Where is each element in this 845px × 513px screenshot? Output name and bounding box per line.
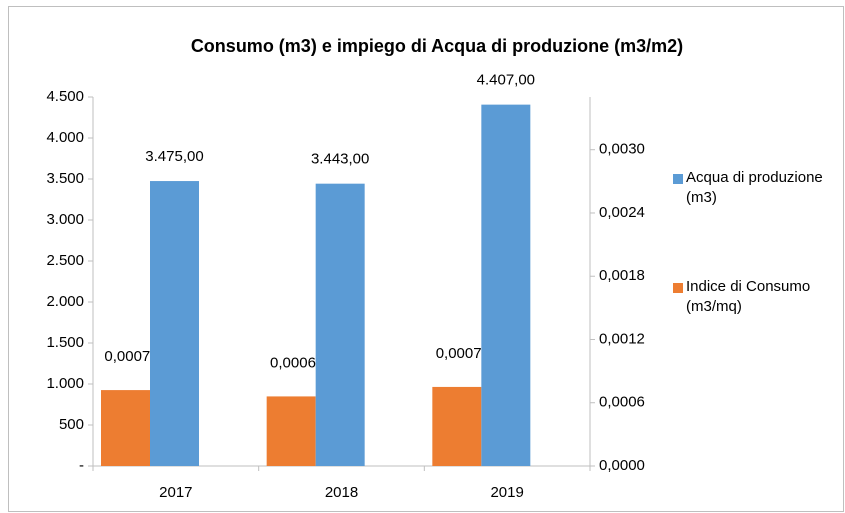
bar <box>150 181 199 467</box>
y2-tick-label: 0,0030 <box>599 141 645 158</box>
chart-title: Consumo (m3) e impiego di Acqua di produ… <box>191 36 683 56</box>
data-label: 3.475,00 <box>145 148 203 165</box>
y-tick-label: 2.500 <box>46 252 84 269</box>
bar <box>432 386 482 466</box>
y-tick-label: 3.000 <box>46 211 84 228</box>
y-tick-label: 2.000 <box>46 293 84 310</box>
y-tick-label: - <box>79 457 84 474</box>
bar <box>315 183 365 466</box>
bar <box>481 104 531 466</box>
data-label: 4.407,00 <box>477 72 535 89</box>
x-tick-label: 2017 <box>159 484 192 501</box>
legend-label: Acqua di produzione (m3) <box>686 169 823 206</box>
legend-swatch <box>673 283 683 293</box>
y-tick-label: 1.500 <box>46 334 84 351</box>
data-label: 0,00072 <box>104 348 158 365</box>
y2-tick-label: 0,0018 <box>599 267 645 284</box>
x-tick-label: 2019 <box>490 484 523 501</box>
data-label: 3.443,00 <box>311 151 369 168</box>
y2-tick-label: 0,0012 <box>599 330 645 347</box>
y-tick-label: 3.500 <box>46 170 84 187</box>
data-label: 0,00066 <box>270 354 324 371</box>
bar <box>266 396 316 466</box>
data-label: 0,00075 <box>436 345 490 362</box>
bar <box>101 390 150 466</box>
y-tick-label: 4.000 <box>46 129 84 146</box>
y2-tick-label: 0,0006 <box>599 394 645 411</box>
x-tick-label: 2018 <box>325 484 358 501</box>
y2-tick-label: 0,0024 <box>599 204 645 221</box>
y-tick-label: 1.000 <box>46 375 84 392</box>
legend-label: Indice di Consumo (m3/mq) <box>686 278 811 315</box>
legend-swatch <box>673 174 683 184</box>
y-tick-label: 4.500 <box>46 88 84 105</box>
y-tick-label: 500 <box>59 416 84 433</box>
y2-tick-label: 0,0000 <box>599 457 645 474</box>
